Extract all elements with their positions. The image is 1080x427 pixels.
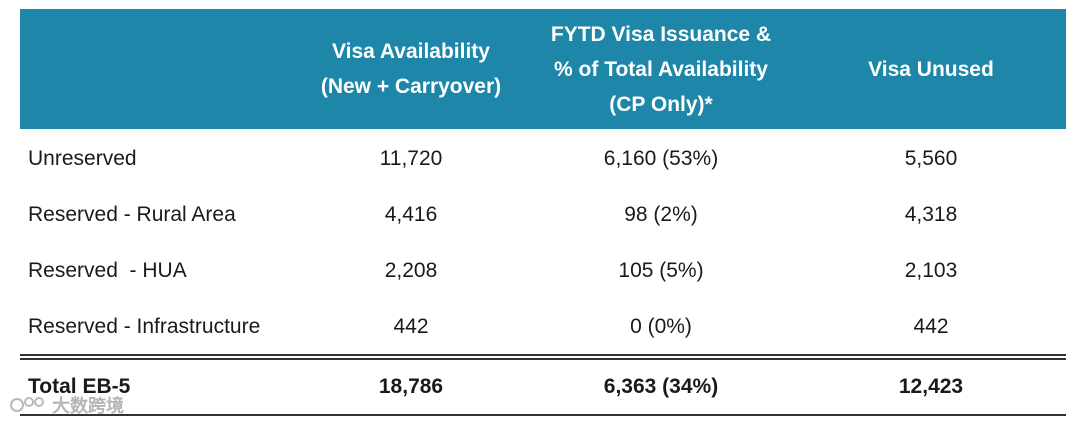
cell-unused: 4,318 xyxy=(904,203,958,226)
row-label: Reserved - HUA xyxy=(28,259,187,282)
cell-issuance: 105 (5%) xyxy=(618,259,704,282)
total-issuance: 6,363 (34%) xyxy=(603,375,719,398)
header-visa-unused: Visa Unused xyxy=(796,52,1066,87)
eb5-visa-table: Visa Availability (New + Carryover) FYTD… xyxy=(20,9,1066,416)
cell-availability: 2,208 xyxy=(384,259,438,282)
header-line: % of Total Availability xyxy=(554,57,768,81)
cell-issuance: 6,160 (53%) xyxy=(603,147,719,170)
total-availability: 18,786 xyxy=(378,375,444,398)
cell-availability: 11,720 xyxy=(379,147,443,170)
header-visa-availability: Visa Availability (New + Carryover) xyxy=(296,34,526,104)
total-divider xyxy=(20,354,1066,360)
total-label: Total EB-5 xyxy=(28,375,131,398)
row-label: Unreserved xyxy=(28,147,137,170)
table-row: Reserved - Infrastructure 442 0 (0%) 442 xyxy=(20,299,1066,355)
cell-availability: 442 xyxy=(393,315,429,338)
watermark: 大数跨境 xyxy=(10,392,124,418)
cell-unused: 2,103 xyxy=(904,259,958,282)
table-row: Reserved - HUA 2,208 105 (5%) 2,103 xyxy=(20,243,1066,299)
table-row: Unreserved 11,720 6,160 (53%) 5,560 xyxy=(20,131,1066,187)
header-line: Visa Unused xyxy=(868,57,994,81)
header-fytd-issuance: FYTD Visa Issuance & % of Total Availabi… xyxy=(526,17,796,122)
header-line: (CP Only)* xyxy=(609,92,713,116)
table-row: Reserved - Rural Area 4,416 98 (2%) 4,31… xyxy=(20,187,1066,243)
header-line: FYTD Visa Issuance & xyxy=(550,22,772,46)
row-label: Reserved - Rural Area xyxy=(28,203,236,226)
cell-issuance: 0 (0%) xyxy=(630,315,692,338)
table-header: Visa Availability (New + Carryover) FYTD… xyxy=(20,9,1066,129)
header-line: Visa Availability xyxy=(332,40,490,63)
total-row: Total EB-5 18,786 6,363 (34%) 12,423 xyxy=(20,360,1066,414)
watermark-logo-icon xyxy=(10,397,44,412)
row-label: Reserved - Infrastructure xyxy=(28,315,261,338)
cell-unused: 442 xyxy=(913,315,949,338)
header-line: (New + Carryover) xyxy=(320,75,502,98)
cell-unused: 5,560 xyxy=(904,147,958,170)
total-unused: 12,423 xyxy=(898,375,964,398)
cell-availability: 4,416 xyxy=(384,203,438,226)
table-bottom-rule xyxy=(20,414,1066,416)
table-body: Unreserved 11,720 6,160 (53%) 5,560 Rese… xyxy=(20,129,1066,355)
cell-issuance: 98 (2%) xyxy=(624,203,698,226)
watermark-text: 大数跨境 xyxy=(52,396,124,416)
